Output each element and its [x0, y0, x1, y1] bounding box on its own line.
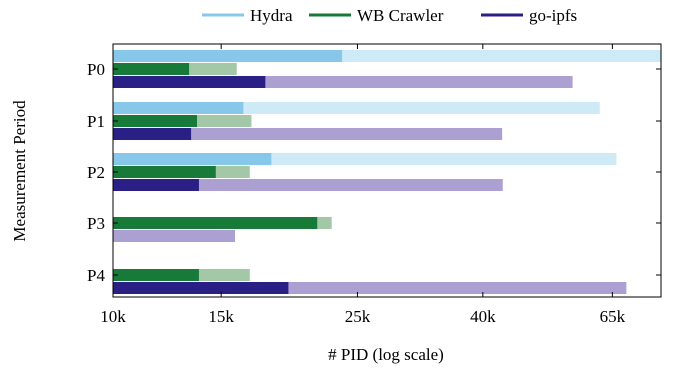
- legend-label-hydra: Hydra: [250, 6, 293, 25]
- plot-border: [112, 43, 662, 298]
- plot-frame: [112, 43, 662, 298]
- legend-label-go-ipfs: go-ipfs: [529, 6, 577, 25]
- bar-hydra-p2-dark: [113, 153, 272, 165]
- bar-wb-crawler-p3-dark: [113, 217, 318, 229]
- y-tick-label-p4: P4: [87, 266, 105, 285]
- legend-label-wb-crawler: WB Crawler: [357, 6, 444, 25]
- x-axis-title: # PID (log scale): [328, 345, 444, 364]
- bar-wb-crawler-p4-dark: [113, 269, 199, 281]
- bar-hydra-p1-dark: [113, 102, 244, 114]
- bars: [113, 50, 661, 294]
- x-tick-label-2: 25k: [345, 307, 371, 326]
- y-tick-label-p0: P0: [87, 60, 105, 79]
- bar-go-ipfs-p1-total: [113, 128, 503, 140]
- axis-ticks: P0 P1 P2 P3 P4 10k 15k 25k 40k 65k: [87, 44, 661, 326]
- bar-go-ipfs-p4-dark: [113, 282, 289, 294]
- bar-wb-crawler-p0-dark: [113, 63, 190, 75]
- bar-go-ipfs-p0-dark: [113, 76, 266, 88]
- y-tick-label-p2: P2: [87, 163, 105, 182]
- bar-go-ipfs-p3-total: [113, 230, 236, 242]
- bar-hydra-p0-dark: [113, 50, 343, 62]
- bar-wb-crawler-p1-dark: [113, 115, 197, 127]
- bar-wb-crawler-p2-dark: [113, 166, 216, 178]
- y-axis-title: Measurement Period: [10, 100, 29, 242]
- x-tick-label-3: 40k: [470, 307, 496, 326]
- y-tick-label-p1: P1: [87, 112, 105, 131]
- bar-go-ipfs-p2-dark: [113, 179, 199, 191]
- bar-go-ipfs-p1-dark: [113, 128, 192, 140]
- y-tick-label-p3: P3: [87, 214, 105, 233]
- bar-go-ipfs-p2-total: [113, 179, 503, 191]
- x-tick-label-0: 10k: [100, 307, 126, 326]
- legend: Hydra WB Crawler go-ipfs: [202, 6, 577, 25]
- x-tick-label-1: 15k: [208, 307, 234, 326]
- x-tick-label-4: 65k: [600, 307, 626, 326]
